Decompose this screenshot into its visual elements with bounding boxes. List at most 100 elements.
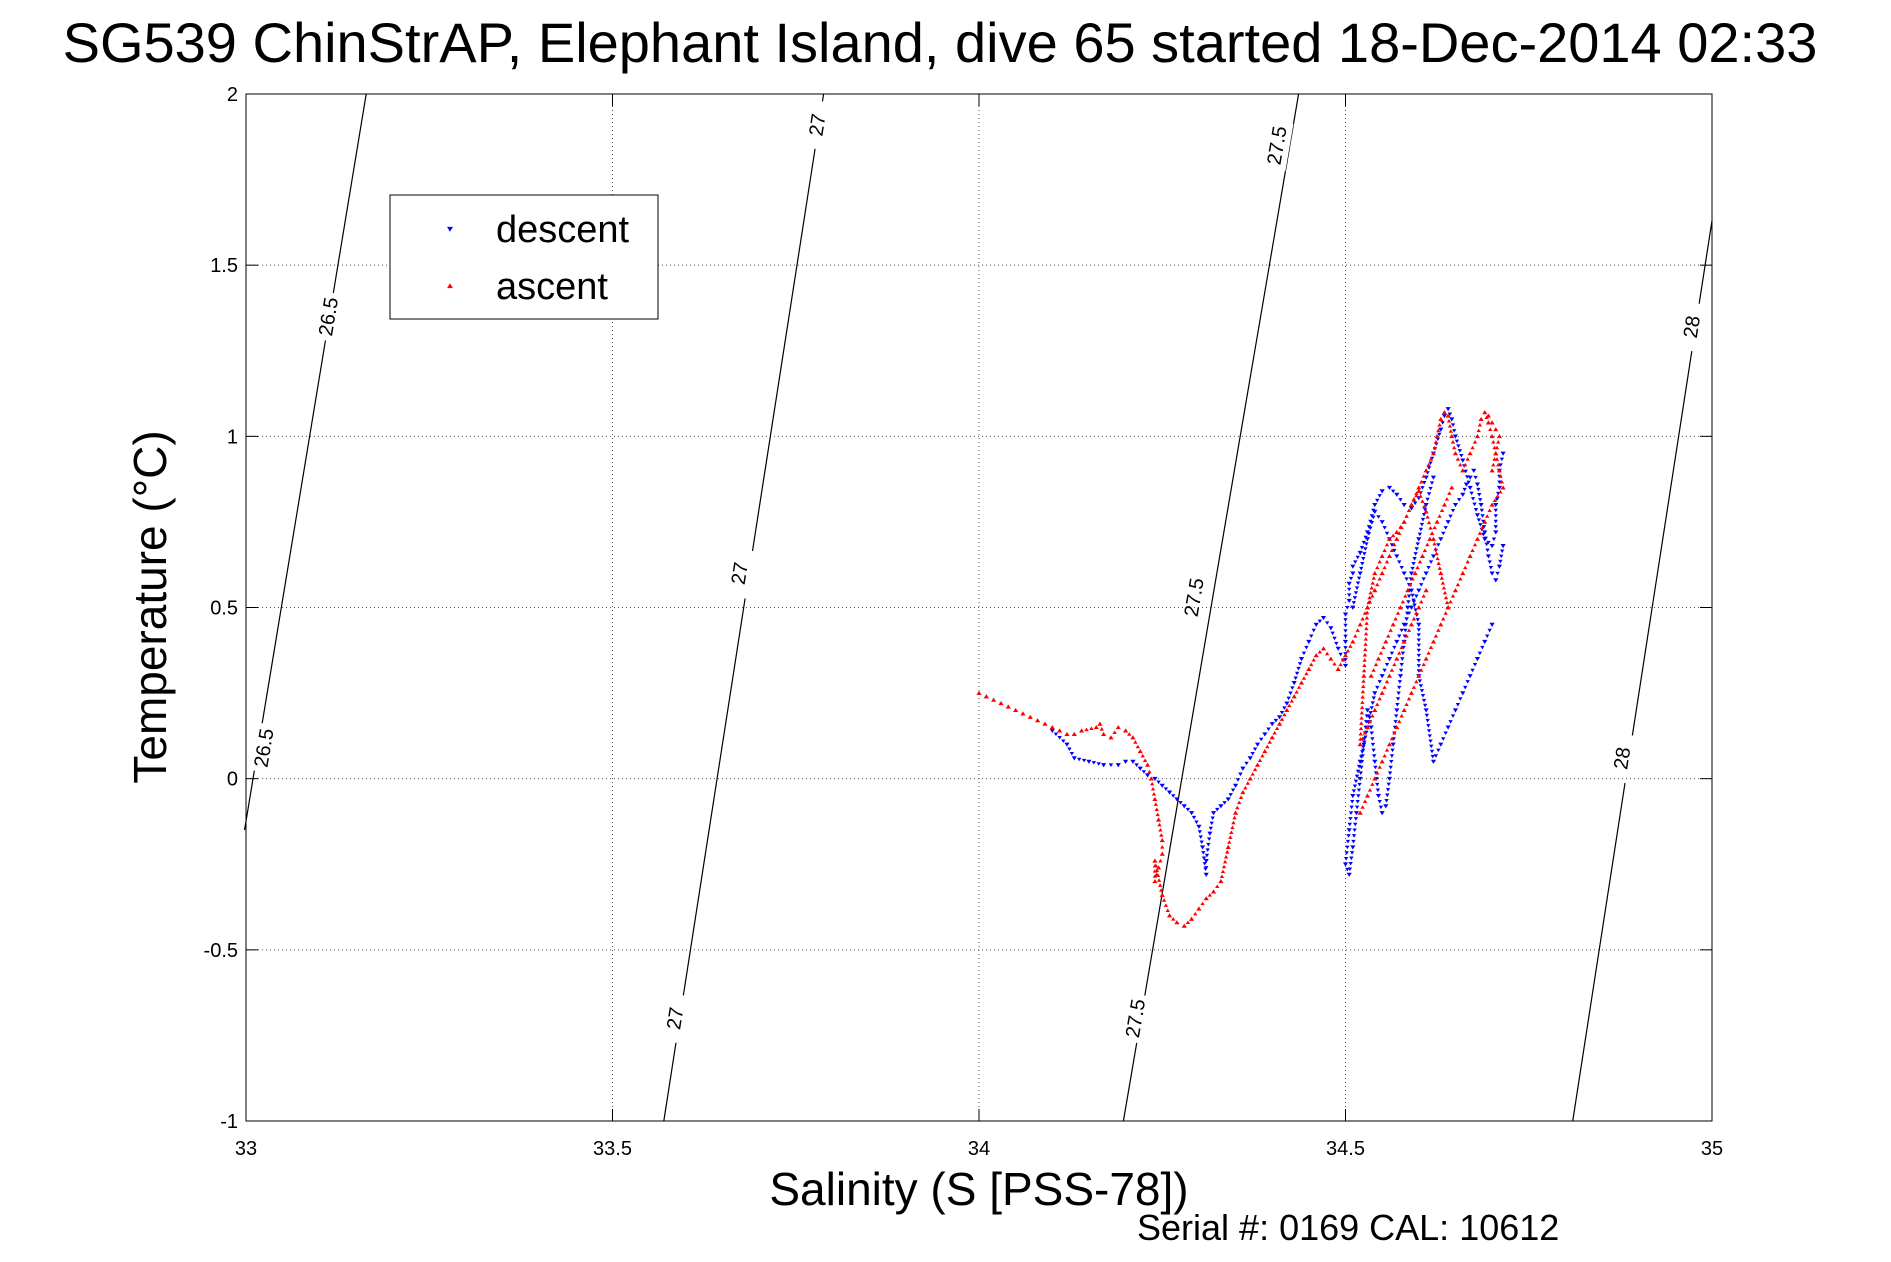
ascent-trace-point [1388,628,1393,632]
descent-point [1430,554,1437,559]
ascent-trace-point [1371,668,1376,672]
ascent-trace-point [1436,628,1441,632]
descent-point [1423,708,1429,713]
ascent-point [1496,433,1503,439]
descent-trace-point [1208,826,1214,831]
descent-trace-point [1108,763,1114,767]
descent-trace-point [1420,693,1426,698]
descent-point [1064,742,1070,747]
ascent-trace-point [1364,626,1369,631]
ascent-trace-point [1428,457,1434,461]
descent-trace-point [1415,542,1420,546]
descent-trace-point [1222,801,1227,805]
ascent-trace-point [1420,499,1425,503]
descent-point [1049,728,1055,734]
descent-trace-point [1357,782,1362,787]
ascent-point [1093,724,1099,730]
ascent-point [1430,639,1437,644]
descent-trace-point [1354,805,1360,810]
ascent-point [1364,605,1371,610]
descent-trace-point [1057,736,1062,740]
descent-trace-point [1448,514,1453,519]
descent-trace-point [1392,548,1397,553]
descent-trace-point [1324,621,1330,625]
descent-trace-point [1412,501,1418,506]
descent-point [1350,605,1356,610]
ascent-point [1350,639,1356,644]
ascent-trace-point [1260,753,1265,758]
descent-trace-point [1415,618,1420,622]
ascent-point [1152,858,1158,863]
ascent-trace-point [1389,668,1395,672]
ascent-trace-point [1392,542,1397,547]
ascent-point [1101,731,1107,736]
descent-trace-point [1463,685,1468,690]
descent-trace-point [1410,593,1415,598]
descent-trace-point [1404,617,1409,621]
descent-trace-point [1418,527,1424,532]
descent-trace-point [1069,752,1075,756]
ascent-trace-point [1367,719,1373,724]
descent-trace-point [1420,486,1425,490]
descent-trace-point [1469,491,1474,496]
density-contour-28 [1572,220,1713,1122]
descent-point [1452,708,1459,713]
descent-trace-point [1392,645,1397,650]
y-axis-label: Temperature (°C) [124,430,176,783]
ascent-trace-point [1243,785,1248,790]
ascent-point [1489,433,1495,439]
ascent-point [991,697,997,702]
ascent-point [1416,673,1422,678]
descent-trace-point [1443,731,1448,736]
contour-label: 27 [663,1006,688,1031]
descent-point [1364,537,1371,542]
ascent-point [1372,588,1378,593]
ascent-point [1430,451,1437,456]
descent-trace-point [1252,747,1258,751]
ascent-trace-point [1472,440,1478,444]
descent-trace-point [1447,412,1453,417]
ascent-trace-point [1158,858,1163,863]
descent-point [1357,759,1363,764]
descent-point [1346,828,1352,833]
ascent-trace-point [1363,637,1368,641]
chart-title: SG539 ChinStrAP, Elephant Island, dive 6… [63,11,1818,74]
descent-trace-point [1359,566,1364,571]
descent-trace-point [1376,515,1381,519]
descent-trace-point [1441,531,1446,536]
ascent-trace-point [1153,863,1159,868]
descent-trace-point [1463,469,1468,474]
descent-trace-point [1436,543,1441,547]
ascent-point [1397,605,1404,610]
descent-point [1306,639,1312,645]
ascent-trace-point [1410,576,1415,581]
descent-point [1174,797,1180,802]
density-contour-27 [663,93,825,1122]
descent-trace-point [1450,508,1456,513]
ascent-point [1416,605,1422,610]
descent-trace-point [1418,684,1424,688]
descent-trace-point [1244,761,1249,766]
ascent-trace-point [1289,699,1294,703]
ascent-point [1379,690,1385,695]
descent-trace-point [1426,492,1432,496]
ascent-trace-point [1155,812,1160,817]
descent-point [1452,434,1459,439]
ascent-trace-point [1332,662,1337,666]
ascent-point [1449,433,1455,439]
descent-point [1372,502,1378,508]
ascent-point [1386,536,1393,541]
ascent-trace-point [1361,679,1366,683]
descent-trace-point [1343,623,1348,628]
ascent-point [1408,690,1415,695]
descent-trace-point [1344,851,1349,855]
descent-trace-point [1399,663,1404,667]
descent-trace-point [1417,532,1423,537]
descent-trace-point [1422,508,1428,512]
ascent-trace-point [1487,508,1492,513]
descent-trace-point [1209,821,1214,826]
descent-trace-point [1428,739,1433,743]
descent-trace-point [1352,596,1358,600]
descent-trace-point [1466,480,1471,485]
descent-trace-point [1412,557,1417,561]
